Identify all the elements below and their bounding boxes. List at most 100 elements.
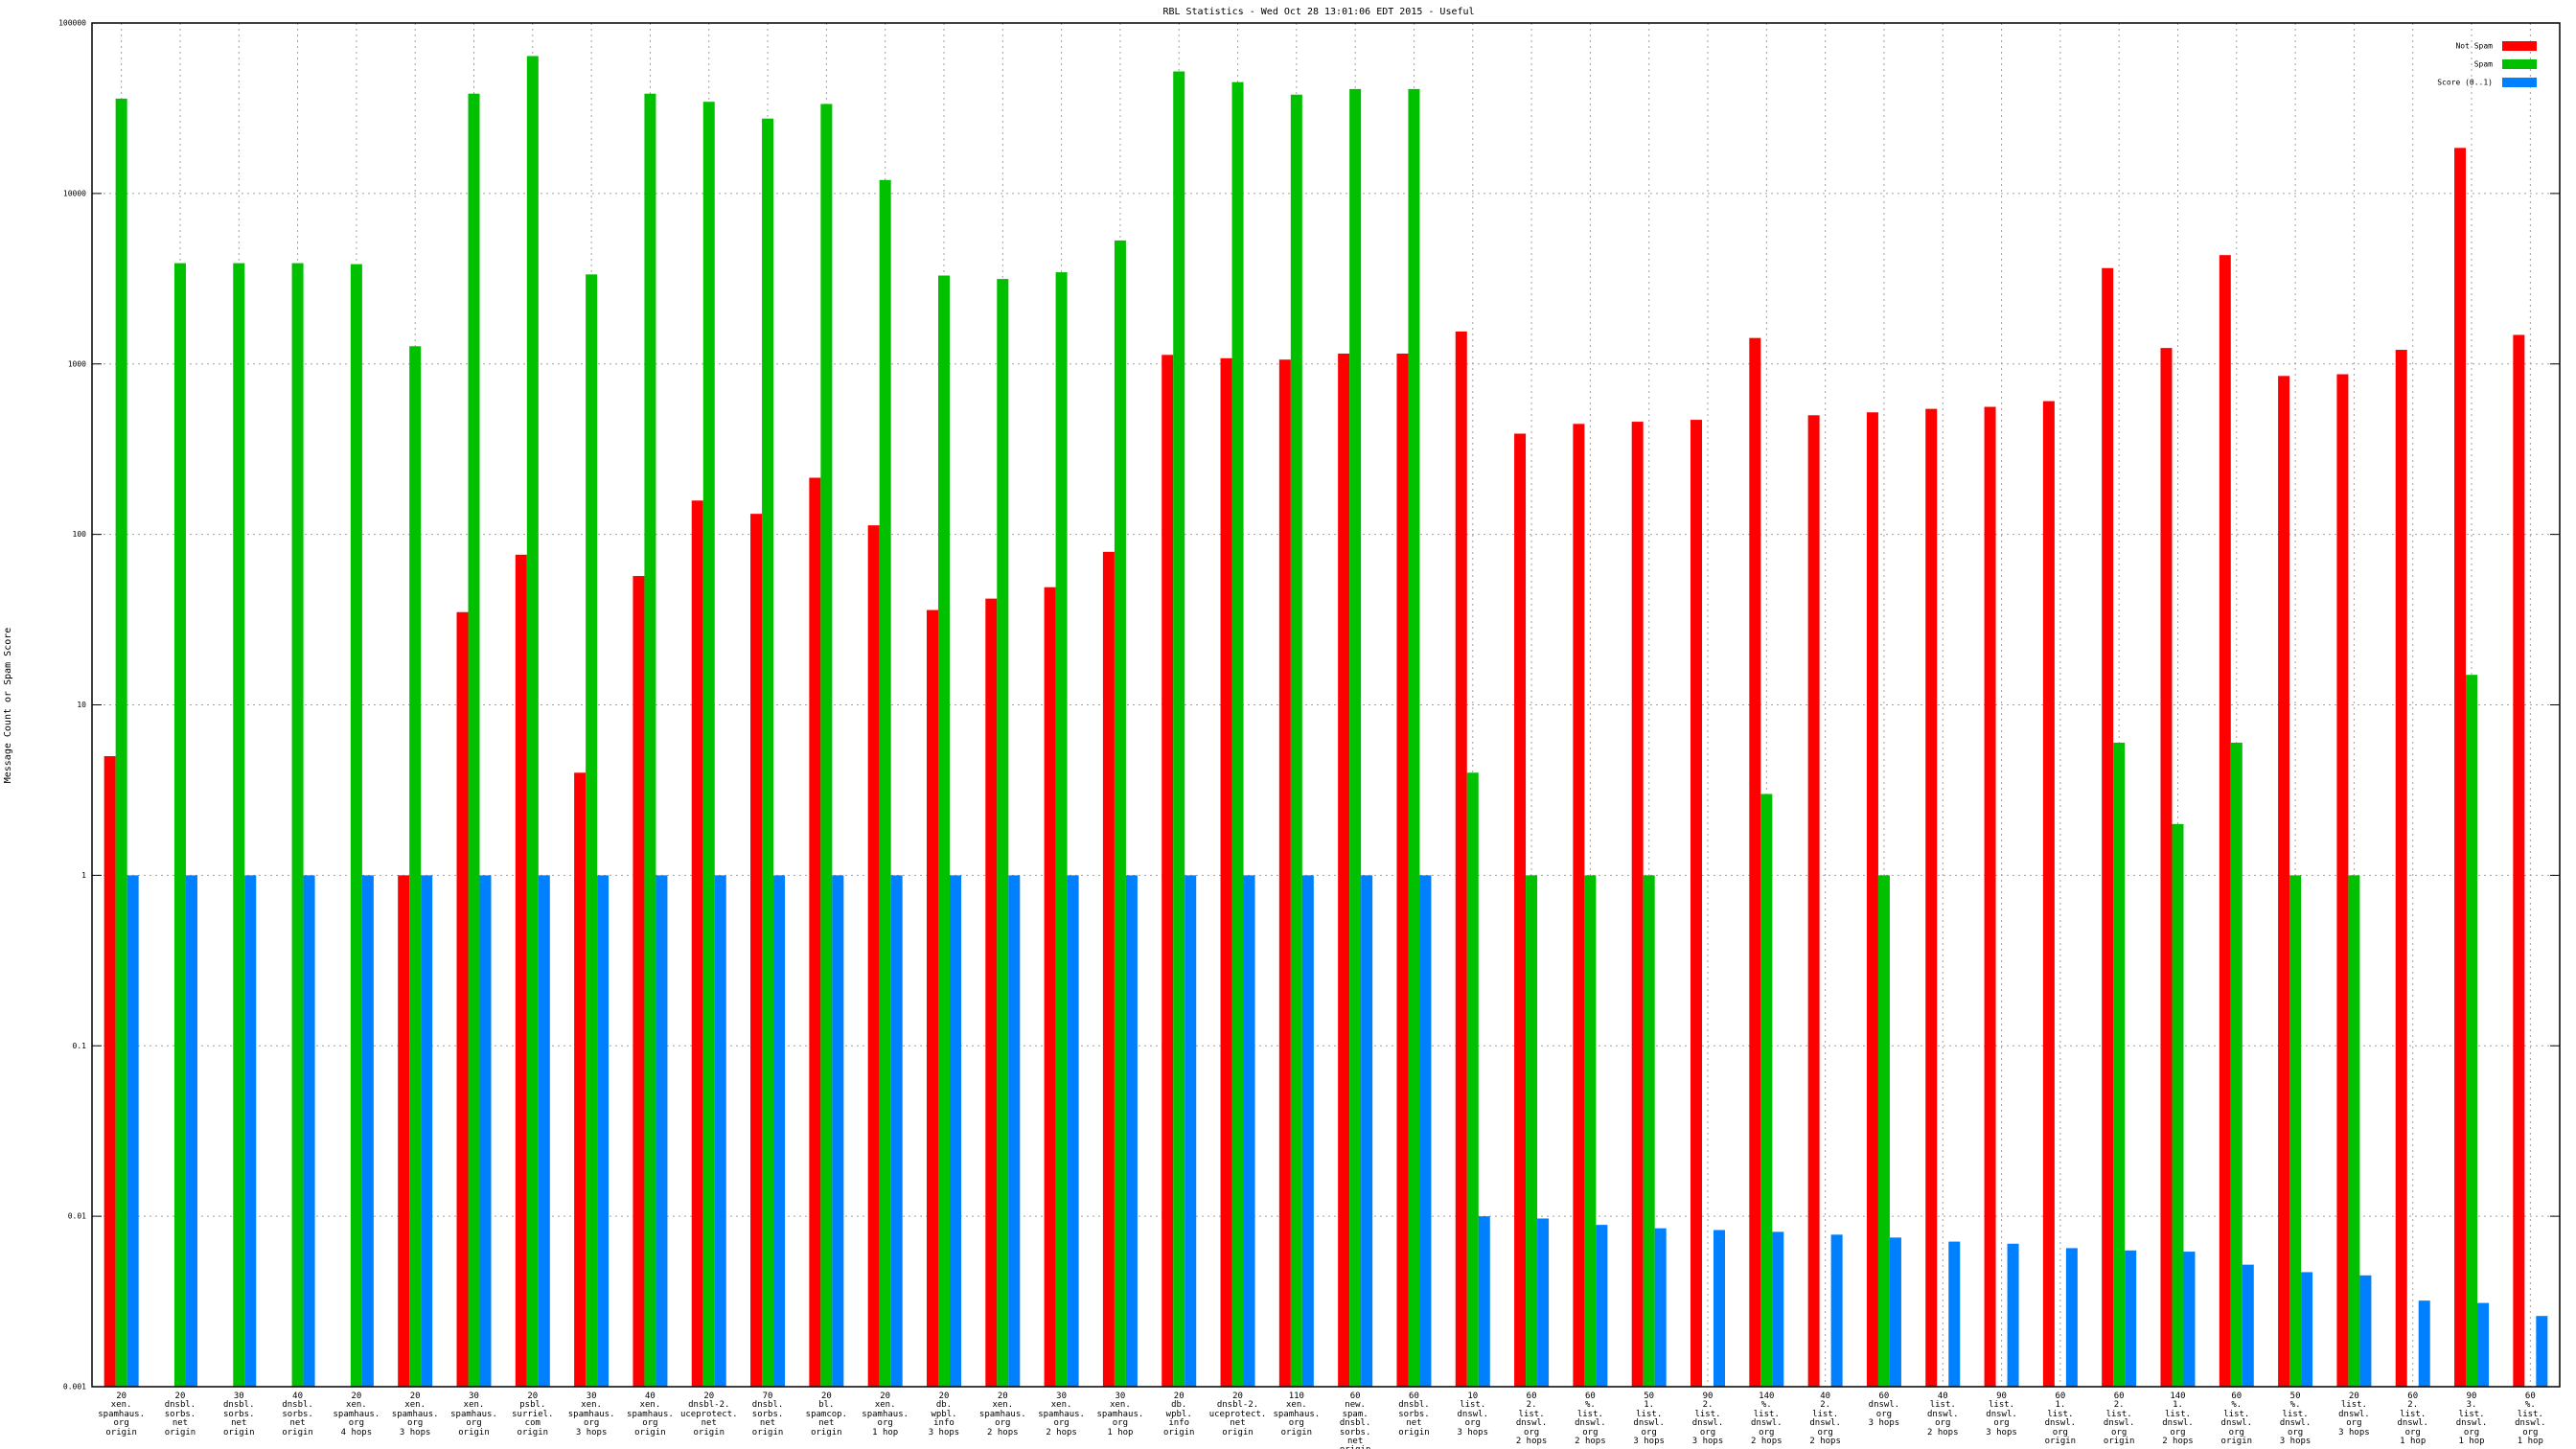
bar	[867, 525, 880, 1387]
bar	[1984, 406, 1996, 1388]
bar	[1220, 357, 1232, 1388]
bar	[1162, 355, 1174, 1387]
bar	[1231, 81, 1244, 1388]
x-tick-label: 30 xen. spamhaus. org 2 hops	[1038, 1392, 1085, 1438]
bar	[1925, 408, 1938, 1388]
bar	[1349, 88, 1362, 1387]
y-tick-label: 100	[73, 530, 87, 539]
bar	[1044, 586, 1056, 1387]
bar	[1948, 1241, 1961, 1387]
bar	[750, 514, 763, 1387]
x-tick-label: 40 dnsbl. sorbs. net origin	[282, 1392, 313, 1438]
bar	[233, 263, 245, 1387]
legend-swatch	[2502, 59, 2537, 69]
bar	[1290, 94, 1302, 1388]
bar	[1514, 433, 1527, 1387]
bar	[2065, 1248, 2078, 1387]
bar	[479, 875, 492, 1387]
bar	[1830, 1234, 1843, 1387]
legend-label: Score (0..1)	[2437, 79, 2493, 87]
x-tick-label: 20 xen. spamhaus. org origin	[98, 1392, 146, 1438]
bar	[2477, 1302, 2490, 1387]
bar	[879, 179, 891, 1387]
x-tick-label: 90 2. list. dnswl. org 3 hops	[1691, 1392, 1724, 1447]
bar	[949, 875, 961, 1387]
bar	[2454, 148, 2467, 1388]
bar	[985, 598, 998, 1387]
bar	[1114, 240, 1126, 1387]
x-tick-label: 20 db. wpbl. info 3 hops	[928, 1392, 960, 1438]
bar	[2418, 1300, 2430, 1387]
bar	[2289, 875, 2302, 1387]
bar	[456, 611, 469, 1387]
bar	[2007, 1243, 2019, 1387]
y-tick-label: 0.001	[63, 1383, 86, 1392]
legend-swatch	[2502, 41, 2537, 51]
x-tick-label: 20 xen. spamhaus. org 1 hop	[862, 1392, 909, 1438]
bar	[2160, 348, 2173, 1388]
bar	[2513, 334, 2525, 1387]
bar	[1301, 875, 1314, 1387]
bar	[2183, 1252, 2196, 1387]
bar	[702, 102, 715, 1387]
bar	[1067, 875, 1079, 1387]
bar	[1631, 422, 1644, 1387]
bar	[2395, 350, 2407, 1388]
x-tick-label: 20 xen. spamhaus. org 4 hops	[333, 1392, 380, 1438]
bar	[2219, 255, 2231, 1387]
bar	[1537, 1218, 1550, 1387]
bar	[1419, 875, 1432, 1387]
bar	[1184, 875, 1197, 1387]
bar	[1008, 875, 1021, 1387]
bar	[303, 875, 315, 1387]
bar	[632, 576, 645, 1387]
bar	[126, 875, 139, 1387]
bar	[1478, 1216, 1490, 1387]
bar	[2348, 875, 2360, 1387]
bar	[2102, 267, 2114, 1387]
bar	[538, 875, 550, 1387]
bar	[1408, 88, 1420, 1387]
x-tick-label: 60 1. list. dnswl. org origin	[2044, 1392, 2077, 1447]
bar	[809, 477, 821, 1387]
x-tick-label: 30 xen. spamhaus. org 1 hop	[1096, 1392, 1144, 1438]
bar	[597, 875, 610, 1387]
x-tick-label: 40 xen. spamhaus. org origin	[627, 1392, 674, 1438]
bar	[2466, 675, 2478, 1387]
bar	[1102, 551, 1115, 1387]
y-tick-label: 1	[81, 871, 86, 880]
bar	[361, 875, 374, 1387]
x-tick-label: 30 dnsbl. sorbs. net origin	[223, 1392, 255, 1438]
bar	[398, 875, 410, 1387]
bar	[2536, 1316, 2548, 1387]
bar	[832, 875, 844, 1387]
x-tick-label: 60 %. list. dnswl. org 2 hops	[1575, 1392, 1606, 1447]
bar	[526, 56, 539, 1388]
bar	[185, 875, 197, 1387]
bar	[2042, 401, 2055, 1387]
bar	[2278, 376, 2290, 1388]
bar	[115, 98, 127, 1387]
bar	[515, 554, 527, 1387]
bar	[1749, 337, 1761, 1387]
chart-title: RBL Statistics - Wed Oct 28 13:01:06 EDT…	[1162, 7, 1474, 17]
bar	[421, 875, 433, 1387]
bar	[1584, 875, 1597, 1387]
y-tick-label: 0.1	[73, 1042, 87, 1050]
x-tick-label: 50 %. list. dnswl. org 3 hops	[2279, 1392, 2312, 1447]
bar	[1714, 1230, 1726, 1387]
x-tick-label: 90 3. list. dnswl. org 1 hop	[2455, 1392, 2488, 1447]
bar	[1278, 359, 1291, 1387]
bar	[1455, 331, 1467, 1387]
x-tick-label: 60 new. spam. dnsbl. sorbs. net origin	[1339, 1392, 1371, 1449]
bar	[1338, 353, 1350, 1387]
bar	[937, 275, 950, 1388]
bar	[1526, 875, 1538, 1387]
x-tick-label: 20 dnsbl-2. uceprotect. net origin	[679, 1392, 738, 1438]
bar	[291, 263, 304, 1387]
y-axis-label: Message Count or Spam Score	[3, 628, 13, 784]
bar	[586, 274, 598, 1387]
x-tick-label: 40 list. dnswl. org 2 hops	[1926, 1392, 1959, 1438]
bar	[926, 610, 938, 1387]
